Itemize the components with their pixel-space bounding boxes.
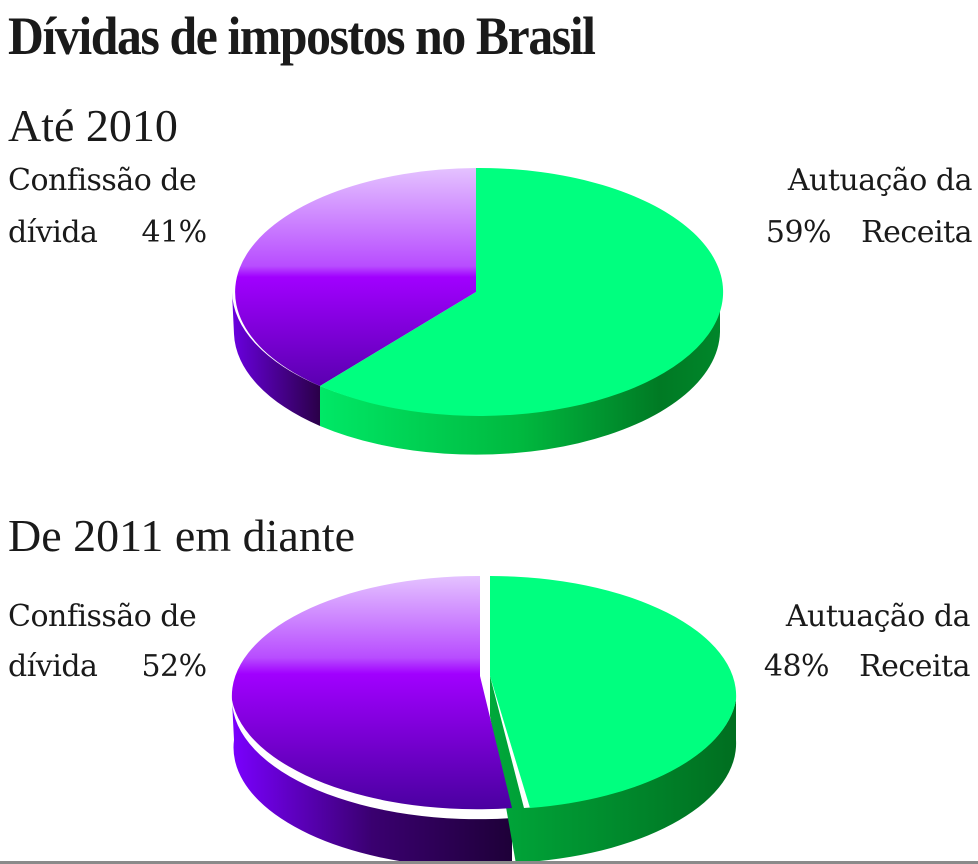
- chart-2-right-value: 48%: [763, 649, 830, 684]
- chart-2-left-label-line1: Confissão de: [8, 599, 197, 634]
- chart-1-left-label-line1: Confissão de: [8, 163, 197, 198]
- chart-1-subtitle: Até 2010: [8, 100, 178, 151]
- chart-1-left-label-text: dívida: [8, 215, 98, 250]
- chart-1-left-value: 41%: [141, 215, 207, 250]
- chart-2-right-label-line1: Autuação da: [785, 599, 971, 634]
- chart-2-left-value: 52%: [141, 649, 207, 684]
- bottom-divider: [0, 861, 978, 864]
- chart-1-right-label-text: Receita: [861, 215, 972, 250]
- pie-1-confissao-top: [235, 168, 476, 386]
- pie-2-autuacao-top: [490, 576, 737, 808]
- chart-1-left-label-line2: dívida 41%: [8, 210, 207, 256]
- pie-1-slices: [232, 167, 724, 455]
- pie-1-confissao-side: [232, 292, 320, 426]
- page-title: Dívidas de impostos no Brasil: [8, 6, 596, 66]
- chart-1-right-label-line1: Autuação da: [787, 163, 973, 198]
- chart-2-subtitle: De 2011 em diante: [8, 510, 356, 561]
- pie-2-slices: [231, 575, 737, 864]
- chart-1-right-label-line2: 59% Receita: [765, 210, 973, 256]
- pie-1-autuacao-side: [320, 292, 720, 455]
- pie-2-autuacao-side: [490, 676, 737, 864]
- chart-2-left-label-line2: dívida 52%: [8, 644, 207, 690]
- pie-2-confissao-top: [231, 575, 512, 810]
- chart-2-left-label-text: dívida: [8, 649, 98, 684]
- pie-2-confissao-side: [232, 700, 512, 864]
- chart-1-right-value: 59%: [765, 215, 832, 250]
- pie-1-autuacao-top: [320, 167, 724, 416]
- chart-2-right-label-text: Receita: [859, 649, 970, 684]
- chart-2-right-label-line2: 48% Receita: [763, 644, 971, 690]
